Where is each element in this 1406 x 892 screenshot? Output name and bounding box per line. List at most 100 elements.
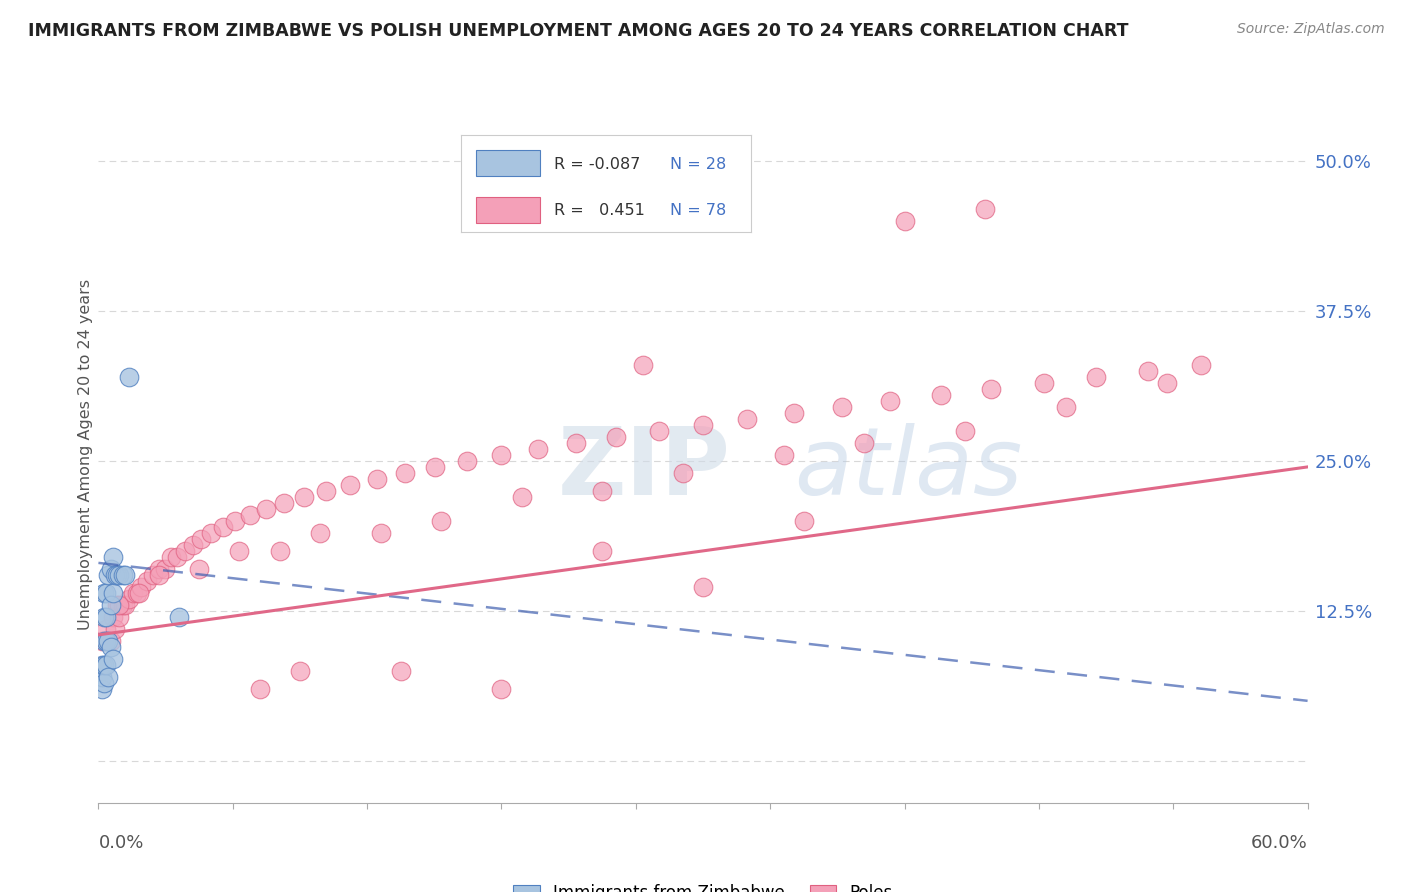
Point bbox=[672, 466, 695, 480]
Point bbox=[929, 388, 952, 402]
Point bbox=[631, 358, 654, 372]
Point bbox=[309, 525, 332, 540]
Point bbox=[93, 586, 115, 600]
Point bbox=[101, 652, 124, 666]
Point bbox=[93, 676, 115, 690]
Point bbox=[107, 598, 129, 612]
Point bbox=[101, 549, 124, 564]
Text: Source: ZipAtlas.com: Source: ZipAtlas.com bbox=[1237, 22, 1385, 37]
Point bbox=[118, 370, 141, 384]
Text: IMMIGRANTS FROM ZIMBABWE VS POLISH UNEMPLOYMENT AMONG AGES 20 TO 24 YEARS CORREL: IMMIGRANTS FROM ZIMBABWE VS POLISH UNEMP… bbox=[28, 22, 1129, 40]
Point bbox=[423, 459, 446, 474]
Point bbox=[879, 393, 901, 408]
Point bbox=[591, 483, 613, 498]
Point bbox=[100, 640, 122, 654]
Point bbox=[96, 633, 118, 648]
Point bbox=[148, 562, 170, 576]
Point bbox=[692, 417, 714, 432]
Point bbox=[980, 382, 1002, 396]
Point bbox=[692, 580, 714, 594]
Text: 0.0%: 0.0% bbox=[98, 834, 143, 852]
Point bbox=[366, 472, 388, 486]
Point bbox=[831, 400, 853, 414]
Point bbox=[1054, 400, 1077, 414]
Point bbox=[160, 549, 183, 564]
Point bbox=[254, 502, 277, 516]
Point bbox=[339, 478, 361, 492]
Point bbox=[239, 508, 262, 522]
Point bbox=[510, 490, 533, 504]
Point bbox=[97, 670, 120, 684]
Point bbox=[101, 610, 124, 624]
Text: N = 28: N = 28 bbox=[671, 157, 727, 171]
Point bbox=[370, 525, 392, 540]
Point bbox=[1156, 376, 1178, 390]
Point bbox=[249, 681, 271, 696]
Point bbox=[105, 567, 128, 582]
Point bbox=[91, 633, 114, 648]
Point bbox=[292, 490, 315, 504]
Point bbox=[105, 598, 128, 612]
FancyBboxPatch shape bbox=[475, 150, 540, 176]
Point bbox=[793, 514, 815, 528]
Point bbox=[953, 424, 976, 438]
Point bbox=[118, 591, 141, 606]
Point bbox=[101, 586, 124, 600]
Point bbox=[1032, 376, 1054, 390]
Point bbox=[125, 586, 148, 600]
Text: 60.0%: 60.0% bbox=[1251, 834, 1308, 852]
Point bbox=[96, 610, 118, 624]
Point bbox=[737, 412, 759, 426]
Point bbox=[315, 483, 337, 498]
Point bbox=[166, 549, 188, 564]
Point bbox=[783, 406, 806, 420]
Point bbox=[96, 586, 118, 600]
Point bbox=[100, 633, 122, 648]
Point bbox=[107, 610, 129, 624]
Point bbox=[212, 520, 235, 534]
Point bbox=[174, 544, 197, 558]
Point bbox=[224, 514, 246, 528]
Point bbox=[1137, 364, 1160, 378]
Point bbox=[93, 610, 115, 624]
Point bbox=[96, 657, 118, 672]
Point bbox=[228, 544, 250, 558]
Point bbox=[121, 586, 143, 600]
Point bbox=[526, 442, 548, 456]
Point bbox=[114, 567, 136, 582]
Point bbox=[91, 681, 114, 696]
Point bbox=[647, 424, 669, 438]
Point bbox=[200, 525, 222, 540]
Point bbox=[107, 567, 129, 582]
Point bbox=[103, 622, 125, 636]
Y-axis label: Unemployment Among Ages 20 to 24 years: Unemployment Among Ages 20 to 24 years bbox=[77, 279, 93, 631]
Text: ZIP: ZIP bbox=[558, 423, 731, 515]
Point bbox=[91, 670, 114, 684]
Point bbox=[135, 574, 157, 588]
Point bbox=[111, 567, 134, 582]
Point bbox=[772, 448, 794, 462]
FancyBboxPatch shape bbox=[475, 197, 540, 222]
Point bbox=[103, 567, 125, 582]
Point bbox=[1189, 358, 1212, 372]
Point bbox=[167, 610, 190, 624]
Point bbox=[97, 567, 120, 582]
Point bbox=[91, 657, 114, 672]
Point bbox=[491, 448, 513, 462]
Point bbox=[111, 598, 134, 612]
Text: N = 78: N = 78 bbox=[671, 203, 727, 219]
Point bbox=[96, 622, 118, 636]
Point bbox=[430, 514, 453, 528]
Point bbox=[114, 598, 136, 612]
Point bbox=[181, 538, 204, 552]
Point bbox=[100, 598, 122, 612]
Point bbox=[93, 633, 115, 648]
Point bbox=[974, 202, 997, 216]
Point bbox=[129, 580, 152, 594]
Point bbox=[853, 436, 876, 450]
Point bbox=[389, 664, 412, 678]
Point bbox=[1085, 370, 1108, 384]
Point bbox=[893, 214, 915, 228]
Point bbox=[269, 544, 291, 558]
Point bbox=[491, 681, 513, 696]
